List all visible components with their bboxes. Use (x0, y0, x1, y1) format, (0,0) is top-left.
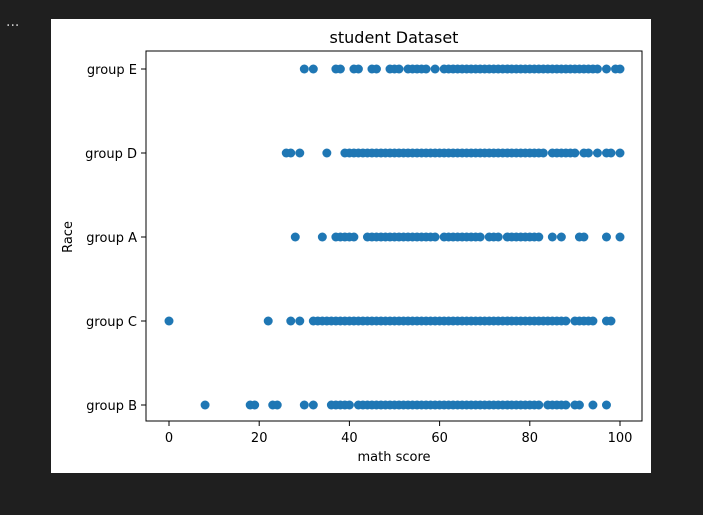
scatter-point (606, 316, 616, 326)
scatter-point (606, 148, 616, 158)
scatter-point (538, 148, 548, 158)
overflow-menu-icon[interactable]: ... (6, 14, 20, 30)
scatter-point (547, 232, 557, 242)
scatter-point (592, 64, 602, 74)
scatter-point (344, 400, 354, 410)
scatter-point (556, 232, 566, 242)
scatter-point (615, 232, 625, 242)
scatter-point (317, 232, 327, 242)
x-tick-label: 80 (522, 431, 539, 446)
scatter-point (588, 316, 598, 326)
scatter-point (592, 148, 602, 158)
scatter-point (295, 148, 305, 158)
x-axis: 0 20 40 60 80 100 (165, 421, 633, 446)
scatter-point (561, 316, 571, 326)
x-tick-label: 40 (341, 431, 358, 446)
scatter-point (615, 148, 625, 158)
scatter-point (430, 64, 440, 74)
scatter-point (475, 232, 485, 242)
scatter-point (430, 232, 440, 242)
x-axis-label: math score (357, 450, 430, 465)
chart-title: student Dataset (330, 28, 459, 47)
x-tick-label: 20 (251, 431, 268, 446)
x-tick-label: 100 (608, 431, 633, 446)
scatter-point (308, 64, 318, 74)
y-tick-label: group D (85, 147, 137, 162)
y-tick-label: group B (86, 399, 137, 414)
y-axis-label: Race (61, 221, 76, 253)
data-points (164, 64, 625, 410)
scatter-point (561, 400, 571, 410)
x-tick-label: 0 (165, 431, 173, 446)
scatter-point (250, 400, 260, 410)
scatter-point (349, 232, 359, 242)
scatter-point (588, 400, 598, 410)
scatter-point (570, 148, 580, 158)
scatter-point (286, 148, 296, 158)
scatter-point (290, 232, 300, 242)
scatter-point (534, 232, 544, 242)
scatter-point (335, 64, 345, 74)
scatter-point (295, 316, 305, 326)
scatter-point (394, 64, 404, 74)
scatter-point (353, 64, 363, 74)
scatter-point (308, 400, 318, 410)
scatter-point (164, 316, 174, 326)
scatter-point (579, 232, 589, 242)
y-tick-label: group A (86, 231, 137, 246)
scatter-point (322, 148, 332, 158)
y-axis: group B group C group A group D group E (85, 63, 146, 414)
y-tick-label: group C (86, 315, 137, 330)
x-tick-label: 60 (431, 431, 448, 446)
scatter-point (583, 148, 593, 158)
scatter-point (200, 400, 210, 410)
scatter-point (601, 232, 611, 242)
scatter-point (615, 64, 625, 74)
scatter-point (534, 400, 544, 410)
scatter-point (493, 232, 503, 242)
y-tick-label: group E (87, 63, 137, 78)
scatter-point (601, 400, 611, 410)
scatter-point (574, 400, 584, 410)
scatter-point (263, 316, 273, 326)
scatter-point (286, 316, 296, 326)
scatter-point (421, 64, 431, 74)
scatter-point (272, 400, 282, 410)
plot-frame (145, 50, 643, 422)
scatter-point (371, 64, 381, 74)
scatter-point (601, 64, 611, 74)
scatter-point (299, 400, 309, 410)
scatter-point (299, 64, 309, 74)
